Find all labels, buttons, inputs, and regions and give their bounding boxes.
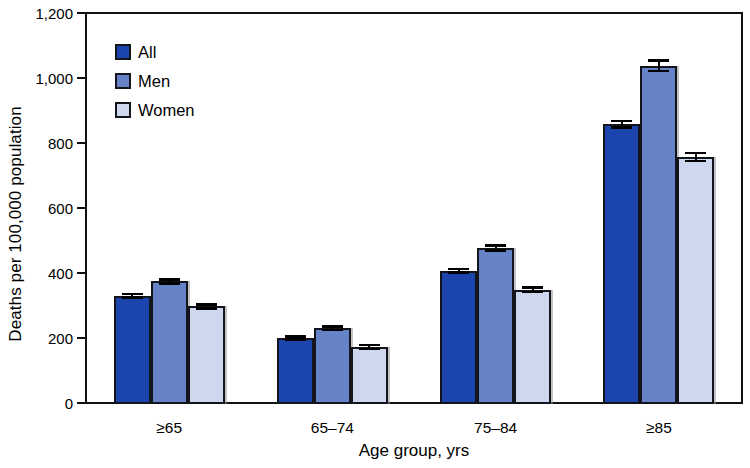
x-axis-title: Age group, yrs [359,441,470,461]
y-axis-tick [77,272,86,275]
y-axis-tick-label: 800 [0,135,73,152]
error-bar-cap-bottom [122,296,143,299]
error-bar-cap-top [611,120,632,123]
error-bar-cap-bottom [448,271,469,274]
legend-label-women: Women [138,102,195,118]
y-axis-tick-label: 0 [0,395,73,412]
error-bar-cap-bottom [611,126,632,129]
error-bar-cap-bottom [648,70,669,73]
legend-swatch-women [115,102,131,118]
x-axis-category-label: ≥85 [614,419,704,437]
bar-men-3 [477,248,514,404]
bar-women-3 [514,290,551,404]
bar-women-2 [351,347,388,404]
error-bar-cap-bottom [485,249,506,252]
error-bar-cap-bottom [685,160,706,163]
error-bar-cap-bottom [322,329,343,332]
y-axis-tick [77,402,86,405]
error-bar-cap-top [448,268,469,271]
bar-women-4 [677,157,714,404]
y-axis-tick-label: 1,000 [0,70,73,87]
y-axis-tick-label: 200 [0,330,73,347]
y-axis-tick [77,77,86,80]
legend-label-men: Men [138,73,170,89]
y-axis-tick-label: 1,200 [0,5,73,22]
bar-women-1 [188,306,225,404]
x-axis-category-label: 65–74 [287,419,377,437]
bar-men-4 [640,66,677,404]
y-axis-tick [77,207,86,210]
legend-label-all: All [138,44,156,60]
error-bar-cap-top [359,344,380,347]
error-bar-cap-bottom [359,348,380,351]
error-bar-cap-top [322,325,343,328]
bar-men-2 [314,328,351,404]
error-bar-cap-bottom [522,291,543,294]
y-axis-tick [77,142,86,145]
error-bar-cap-top [522,286,543,289]
legend-item-all: All [115,44,195,60]
bar-chart-figure: Deaths per 100,000 population 0200400600… [0,0,750,468]
error-bar-cap-top [159,278,180,281]
y-axis-tick-label: 400 [0,265,73,282]
legend-swatch-men [115,73,131,89]
legend-item-women: Women [115,102,195,118]
x-axis-category-label: 75–84 [451,419,541,437]
error-bar-cap-top [648,59,669,62]
bar-all-2 [277,338,314,404]
error-bar-cap-top [285,335,306,338]
error-bar-cap-bottom [159,282,180,285]
error-bar-cap-top [196,303,217,306]
x-axis-category-label: ≥65 [124,419,214,437]
legend: All Men Women [115,44,195,118]
bar-all-4 [603,124,640,404]
error-bar-cap-top [485,244,506,247]
error-bar-cap-top [122,293,143,296]
bar-all-3 [440,271,477,404]
bar-men-1 [151,281,188,404]
legend-swatch-all [115,44,131,60]
legend-item-men: Men [115,73,195,89]
y-axis-tick-label: 600 [0,200,73,217]
error-bar-cap-bottom [285,338,306,341]
bar-all-1 [114,296,151,404]
error-bar-cap-bottom [196,307,217,310]
y-axis-tick [77,12,86,15]
error-bar-cap-top [685,152,706,155]
y-axis-tick [77,337,86,340]
